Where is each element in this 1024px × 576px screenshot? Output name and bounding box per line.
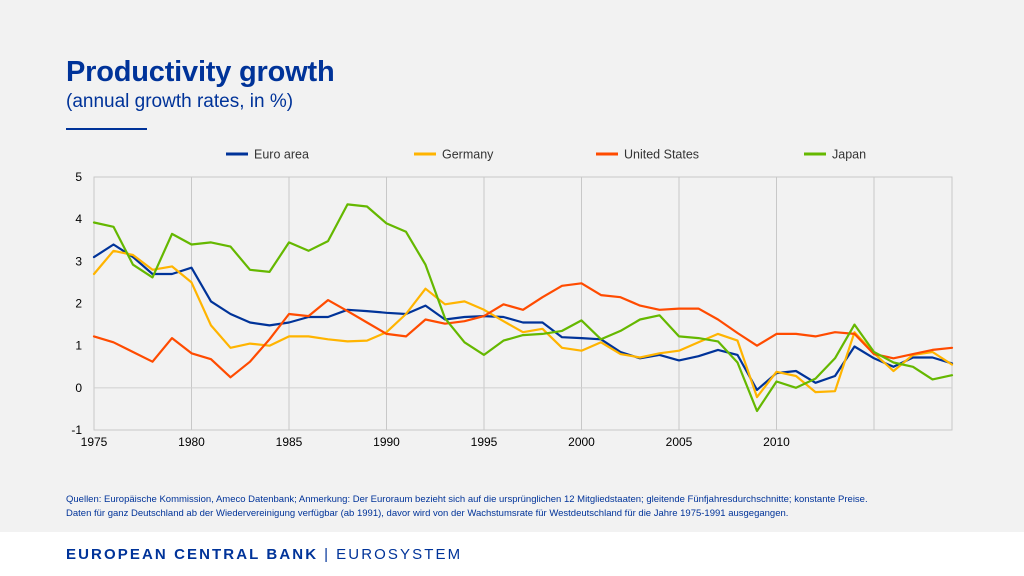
legend-label: Japan: [832, 148, 866, 162]
page-title: Productivity growth: [66, 56, 335, 88]
x-tick-label: 1985: [276, 435, 303, 449]
chart-series: [92, 203, 954, 413]
source-note-line-1: Quellen: Europäische Kommission, Ameco D…: [66, 494, 868, 505]
series-line-euro-area: [92, 243, 954, 391]
ecb-wordmark: EUROPEAN CENTRAL BANK | EUROSYSTEM: [66, 546, 462, 563]
y-tick-label: 0: [75, 381, 82, 395]
x-tick-label: 2005: [666, 435, 693, 449]
y-tick-label: 5: [75, 170, 82, 184]
x-tick-label: 1980: [178, 435, 205, 449]
y-tick-label: 4: [75, 212, 82, 226]
legend-item-euro-area: Euro area: [226, 148, 309, 162]
y-tick-label: 2: [75, 297, 82, 311]
y-tick-label: -1: [71, 423, 82, 437]
x-axis: 1975 1980 1985 1990 1995 2000 2005 2010: [81, 435, 791, 449]
source-note-line-2: Daten für ganz Deutschland ab der Wieder…: [66, 508, 789, 519]
series-line-united-states: [92, 282, 954, 379]
page-subtitle: (annual growth rates, in %): [66, 91, 294, 112]
series-line-japan: [92, 203, 954, 413]
legend-item-japan: Japan: [804, 148, 866, 162]
chart-legend: Euro area Germany United States Japan: [226, 148, 866, 162]
x-tick-label: 1975: [81, 435, 108, 449]
x-tick-label: 2000: [568, 435, 595, 449]
legend-label: United States: [624, 148, 699, 162]
footer-bar: EUROPEAN CENTRAL BANK | EUROSYSTEM: [0, 532, 1024, 576]
y-axis: -1 0 1 2 3 4 5: [71, 170, 82, 437]
legend-label: Germany: [442, 148, 494, 162]
brand-name: EUROPEAN CENTRAL BANK: [66, 546, 319, 563]
chart-grid: [93, 176, 953, 431]
y-tick-label: 1: [75, 339, 82, 353]
legend-item-united-states: United States: [596, 148, 699, 162]
plot-frame: [93, 176, 953, 431]
x-tick-label: 1995: [471, 435, 498, 449]
x-tick-label: 2010: [763, 435, 790, 449]
legend-item-germany: Germany: [414, 148, 494, 162]
productivity-line-chart: Euro area Germany United States Japan -1 0 1 2…: [71, 148, 954, 449]
brand-system: EUROSYSTEM: [336, 546, 463, 563]
title-underline: [66, 128, 147, 130]
series-line-germany: [92, 249, 954, 399]
legend-label: Euro area: [254, 148, 309, 162]
source-note: Quellen: Europäische Kommission, Ameco D…: [66, 493, 996, 521]
y-tick-label: 3: [75, 254, 82, 268]
x-tick-label: 1990: [373, 435, 400, 449]
brand-separator: |: [324, 546, 331, 563]
